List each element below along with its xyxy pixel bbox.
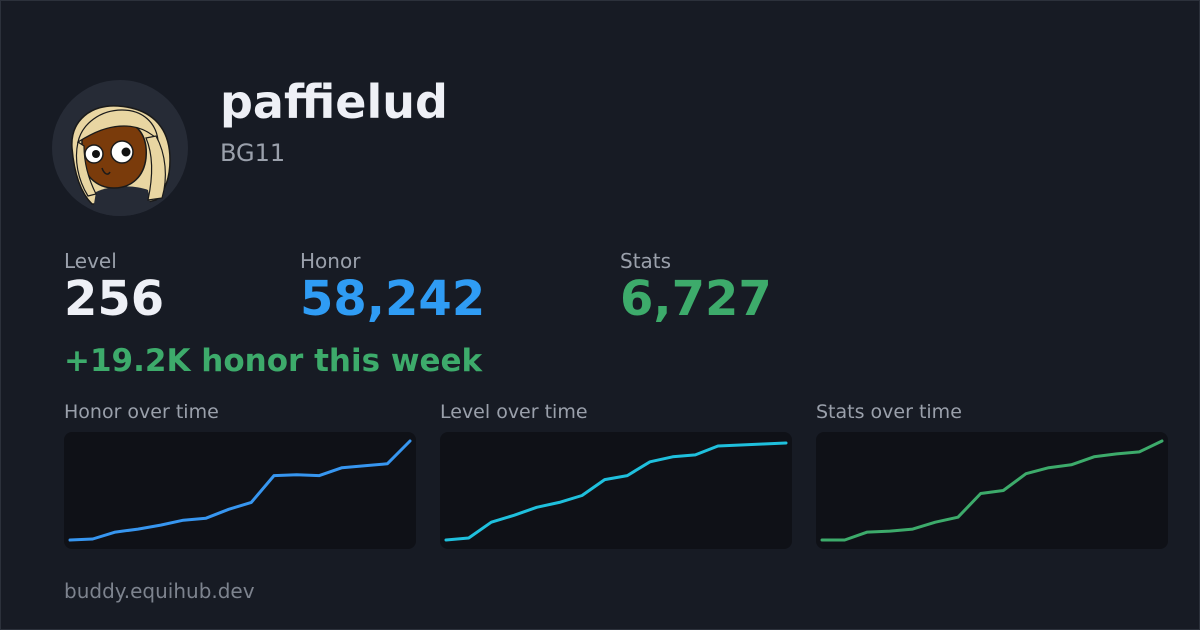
chart-stats-title: Stats over time — [816, 401, 962, 423]
stat-level: Level 256 — [64, 248, 164, 326]
stat-level-value: 256 — [64, 271, 165, 327]
chart-stats: Stats over time — [816, 400, 1168, 549]
stat-honor-label: Honor — [300, 249, 361, 273]
chart-level: Level over time — [440, 400, 792, 549]
chart-stats-line — [820, 439, 1164, 542]
chart-honor-svg — [68, 439, 412, 542]
chart-stats-svg — [820, 439, 1164, 542]
stat-stats-value: 6,727 — [620, 271, 772, 327]
stat-stats-label: Stats — [620, 249, 672, 273]
weekly-honor-gain: +19.2K honor this week — [64, 343, 483, 379]
chart-honor: Honor over time — [64, 400, 416, 549]
chart-level-box — [440, 432, 792, 549]
stat-honor-value: 58,242 — [300, 271, 486, 327]
chart-honor-box — [64, 432, 416, 549]
avatar — [52, 80, 188, 216]
avatar-illustration-icon — [71, 105, 171, 216]
stat-stats: Stats 6,727 — [620, 248, 772, 326]
chart-stats-box — [816, 432, 1168, 549]
chart-level-title: Level over time — [440, 401, 588, 423]
chart-level-line — [444, 441, 788, 542]
user-tag: BG11 — [220, 139, 286, 167]
chart-honor-line — [68, 439, 412, 542]
footer-url: buddy.equihub.dev — [64, 579, 255, 603]
username: paffielud — [220, 75, 448, 129]
stat-level-label: Level — [64, 249, 117, 273]
chart-honor-title: Honor over time — [64, 401, 219, 423]
stat-honor: Honor 58,242 — [300, 248, 485, 326]
chart-level-svg — [444, 441, 788, 542]
